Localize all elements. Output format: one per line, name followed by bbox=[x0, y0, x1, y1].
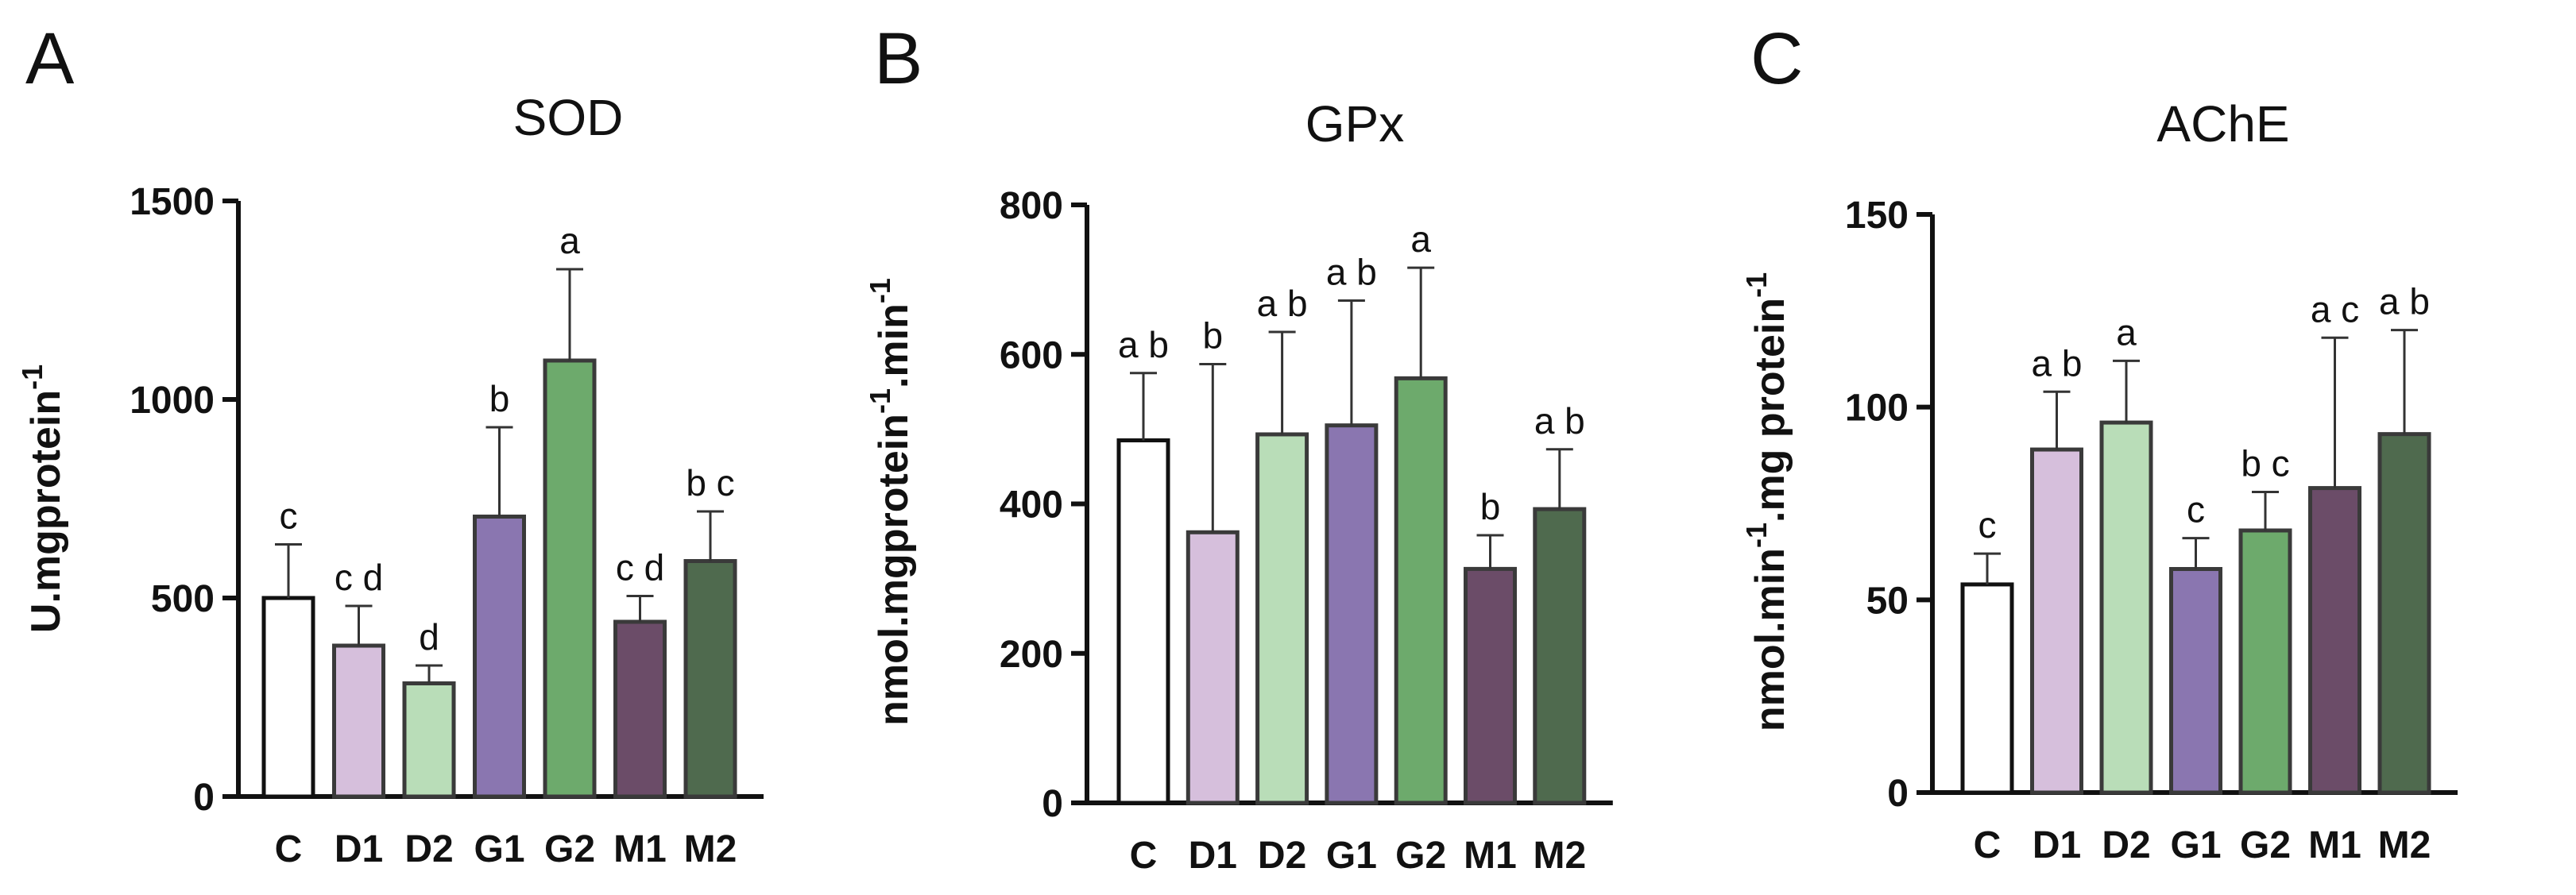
x-tick-label: D2 bbox=[404, 828, 453, 870]
bar-d1 bbox=[2030, 447, 2083, 795]
y-tick-label: 600 bbox=[1000, 334, 1063, 376]
y-tick-label: 0 bbox=[1042, 783, 1063, 825]
significance-label: a b bbox=[2379, 281, 2430, 322]
y-tick-label: 200 bbox=[1000, 634, 1063, 676]
bar-m2 bbox=[1533, 507, 1587, 805]
bar-c bbox=[1116, 438, 1170, 805]
y-axis-label: nmol.min-1.mg protein-1 bbox=[1740, 272, 1793, 731]
panel-b: B GPx nmol.mgprotein-1.min-1 0 200 400 600 800 a… bbox=[864, 18, 1613, 877]
significance-label: a b bbox=[1534, 400, 1585, 442]
significance-label: c bbox=[2187, 489, 2205, 530]
y-tick-label: 50 bbox=[1866, 580, 1909, 622]
x-tick-label: M2 bbox=[1533, 835, 1586, 877]
x-tick-label: C bbox=[1130, 835, 1158, 877]
bar-d1 bbox=[1186, 530, 1240, 805]
panel-letter: C bbox=[1750, 18, 1803, 99]
y-tick-label: 1000 bbox=[130, 380, 215, 422]
significance-label: a b bbox=[2032, 342, 2083, 384]
significance-label: a b bbox=[1118, 324, 1169, 365]
x-tick-label: C bbox=[275, 828, 303, 870]
x-tick-label: D2 bbox=[2102, 824, 2150, 866]
chart-title: SOD bbox=[513, 89, 624, 146]
bar-d2 bbox=[402, 681, 456, 799]
y-tick-label: 800 bbox=[1000, 185, 1063, 227]
y-tick-label: 100 bbox=[1845, 388, 1909, 430]
significance-label: c bbox=[1978, 504, 1997, 546]
bar-g1 bbox=[1325, 423, 1379, 805]
y-tick-label: 500 bbox=[151, 578, 215, 620]
y-axis-label: U.mgprotein-1 bbox=[16, 365, 69, 633]
bar-g2 bbox=[1394, 376, 1448, 805]
significance-label: b bbox=[489, 378, 510, 419]
y-axis-label: nmol.mgprotein-1.min-1 bbox=[864, 278, 917, 726]
significance-label: b c bbox=[2241, 442, 2289, 484]
significance-label: c d bbox=[335, 557, 383, 598]
bar-m1 bbox=[613, 619, 667, 799]
significance-label: a b bbox=[1326, 251, 1377, 292]
panel-c: C AChE nmol.min-1.mg protein-1 0 50 100 150 c Ca… bbox=[1740, 18, 2458, 866]
x-tick-label: D1 bbox=[2033, 824, 2081, 866]
significance-label: b bbox=[1480, 486, 1501, 527]
x-tick-label: D1 bbox=[335, 828, 383, 870]
y-tick-label: 1500 bbox=[130, 181, 215, 223]
bar-d1 bbox=[332, 643, 385, 799]
y-tick-label: 400 bbox=[1000, 484, 1063, 527]
significance-label: c d bbox=[616, 547, 664, 588]
bar-g1 bbox=[473, 515, 526, 799]
y-tick-label: 150 bbox=[1845, 195, 1909, 237]
bar-c bbox=[1960, 582, 2014, 795]
bar-m1 bbox=[1464, 566, 1517, 805]
bar-c bbox=[261, 596, 315, 799]
chart-title: AChE bbox=[2156, 95, 2289, 152]
bar-d2 bbox=[1255, 432, 1309, 805]
x-tick-label: G2 bbox=[1395, 835, 1446, 877]
bar-m2 bbox=[2377, 432, 2431, 795]
y-tick-label: 0 bbox=[1887, 773, 1909, 815]
panel-a: A SOD U.mgprotein-1 0 500 1000 1500 c Cc d D1 d D2 b… bbox=[16, 18, 764, 870]
y-tick-label: 0 bbox=[193, 777, 215, 819]
panel-letter: B bbox=[874, 18, 922, 99]
significance-label: a bbox=[2116, 311, 2137, 353]
chart-title: GPx bbox=[1305, 95, 1404, 152]
x-tick-label: M2 bbox=[684, 828, 737, 870]
x-tick-label: C bbox=[1974, 824, 2002, 866]
x-tick-label: G2 bbox=[2240, 824, 2291, 866]
x-tick-label: D1 bbox=[1189, 835, 1237, 877]
panel-letter: A bbox=[25, 18, 75, 99]
x-tick-label: G1 bbox=[1326, 835, 1377, 877]
bar-m2 bbox=[683, 559, 737, 799]
x-tick-label: G2 bbox=[544, 828, 595, 870]
significance-label: a b bbox=[1257, 283, 1308, 324]
x-tick-label: M1 bbox=[2308, 824, 2361, 866]
x-tick-label: M2 bbox=[2378, 824, 2431, 866]
bar-g2 bbox=[2238, 528, 2292, 795]
x-tick-label: G1 bbox=[474, 828, 524, 870]
x-tick-label: D2 bbox=[1258, 835, 1306, 877]
bar-g1 bbox=[2169, 567, 2222, 795]
significance-label: a bbox=[559, 220, 580, 261]
bar-d2 bbox=[2099, 420, 2153, 795]
significance-label: c bbox=[280, 496, 298, 537]
x-tick-label: M1 bbox=[1464, 835, 1517, 877]
significance-label: b bbox=[1203, 314, 1224, 356]
x-tick-label: M1 bbox=[613, 828, 667, 870]
significance-label: b c bbox=[686, 462, 734, 503]
bar-g2 bbox=[543, 358, 597, 799]
x-tick-label: G1 bbox=[2170, 824, 2221, 866]
significance-label: a c bbox=[2311, 288, 2359, 330]
bar-m1 bbox=[2308, 486, 2361, 795]
significance-label: a bbox=[1410, 218, 1431, 260]
significance-label: d bbox=[419, 616, 439, 658]
